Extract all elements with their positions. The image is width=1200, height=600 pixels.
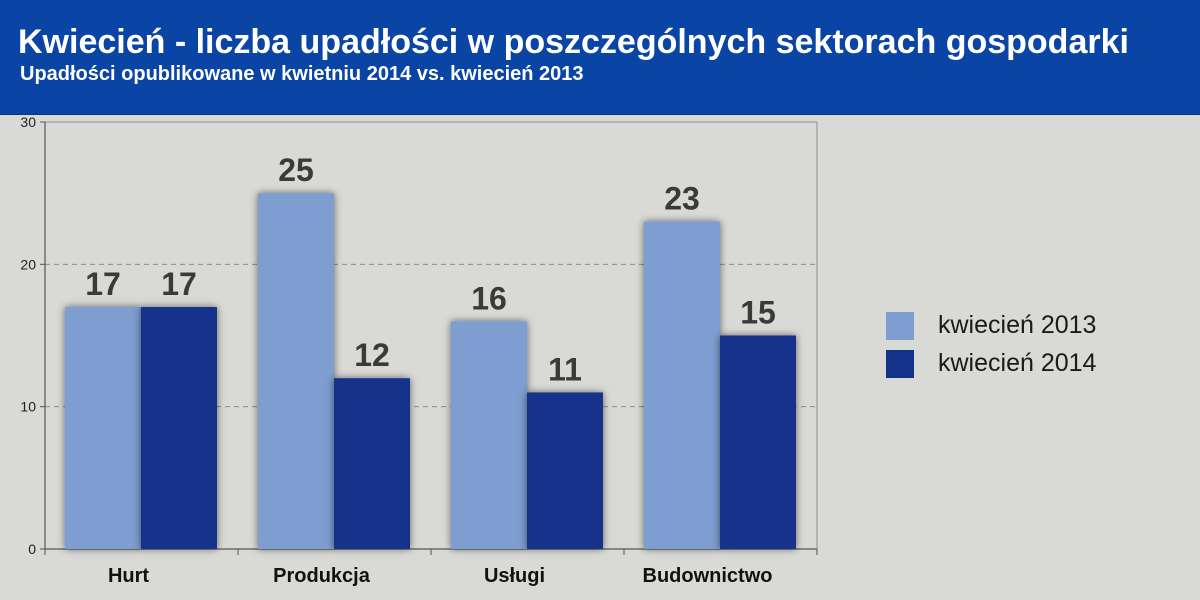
- y-tick-label: 20: [20, 256, 36, 272]
- data-label: 12: [354, 337, 390, 373]
- y-tick-label: 10: [20, 399, 36, 415]
- x-tick-label-produkcja: Produkcja: [273, 565, 371, 587]
- chart-header: Kwiecień - liczba upadłości w poszczegól…: [0, 0, 1200, 115]
- data-label: 23: [664, 181, 700, 217]
- data-label: 17: [161, 266, 197, 302]
- legend-label-2014: kwiecień 2014: [938, 349, 1097, 377]
- data-label: 17: [85, 266, 121, 302]
- bar-usługi-2013: [451, 321, 527, 549]
- bar-hurt-2014: [141, 307, 217, 549]
- chart-subtitle: Upadłości opublikowane w kwietniu 2014 v…: [20, 63, 584, 85]
- legend-swatch-2013: [886, 312, 914, 340]
- bar-chart: 0 10 20 30 Hurt Produkcja Usługi Budownictwo 17…: [20, 114, 818, 587]
- legend-label-2013: kwiecień 2013: [938, 311, 1097, 339]
- x-tick-label-hurt: Hurt: [108, 565, 149, 587]
- legend: kwiecień 2013 kwiecień 2014: [886, 308, 1166, 384]
- legend-item-2014: kwiecień 2014: [886, 346, 1166, 384]
- data-label: 11: [548, 351, 582, 387]
- data-label: 15: [740, 295, 776, 331]
- bar-usługi-2014: [527, 392, 603, 549]
- y-tick-label: 0: [28, 541, 36, 557]
- bars: [65, 193, 796, 549]
- data-label: 16: [471, 280, 507, 316]
- bar-hurt-2013: [65, 307, 141, 549]
- legend-swatch-2014: [886, 350, 914, 378]
- y-tick-label: 30: [20, 114, 36, 130]
- bar-budownictwo-2014: [720, 335, 796, 549]
- legend-item-2013: kwiecień 2013: [886, 308, 1166, 346]
- bar-budownictwo-2013: [644, 221, 720, 549]
- data-labels: 17 17 25 12 16 11 23 15: [85, 152, 776, 387]
- chart-title: Kwiecień - liczba upadłości w poszczegól…: [18, 23, 1129, 61]
- x-tick-label-budownictwo: Budownictwo: [643, 565, 773, 587]
- data-label: 25: [278, 152, 314, 188]
- bar-produkcja-2013: [258, 193, 334, 549]
- x-tick-label-usługi: Usługi: [484, 565, 545, 587]
- bar-produkcja-2014: [334, 378, 410, 549]
